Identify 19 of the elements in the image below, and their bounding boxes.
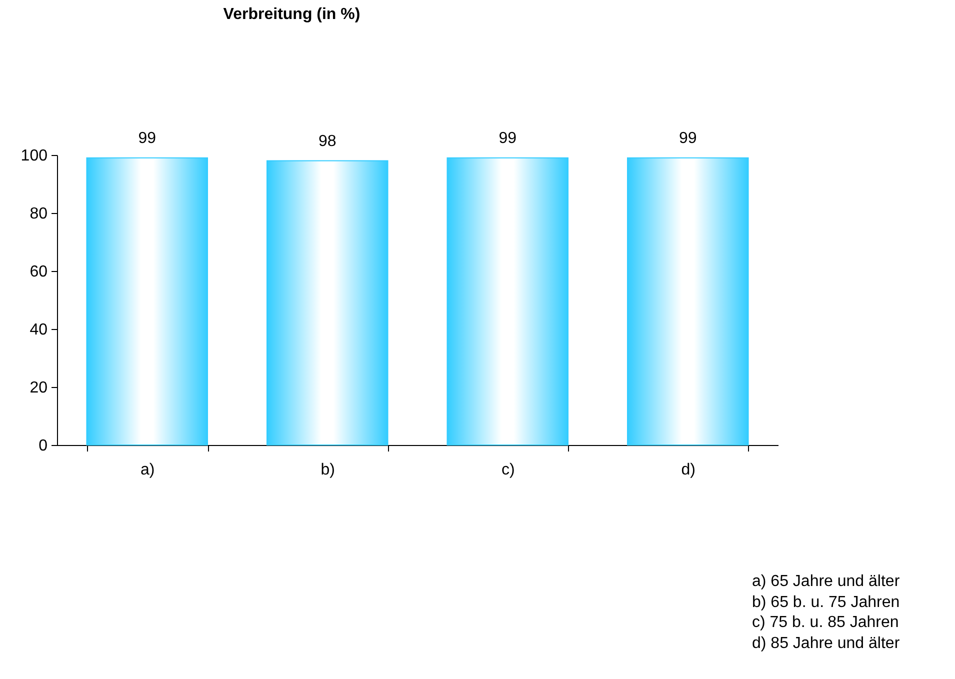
x-tick-label: b) — [320, 462, 335, 478]
y-tick-label: 40 — [30, 322, 48, 338]
data-label: 99 — [498, 130, 517, 147]
x-tick-label: a) — [140, 462, 155, 478]
text: d) 85 Jahre und älter — [752, 634, 900, 654]
y-tick-label: 60 — [30, 264, 48, 280]
y-tick-label: 80 — [30, 206, 48, 222]
y-tick-label: 100 — [20, 148, 48, 164]
chart-title: Verbreitung (in %) — [223, 6, 360, 23]
text: a) 65 Jahre und älter — [752, 572, 900, 592]
text: b) 65 b. u. 75 Jahren — [752, 592, 900, 612]
data-label: 99 — [138, 130, 156, 147]
y-tick-label: 20 — [30, 380, 48, 396]
y-tick-label: 0 — [38, 438, 48, 454]
x-tick-label: c) — [501, 462, 515, 478]
text: c) 75 b. u. 85 Jahren — [752, 613, 900, 633]
data-label: 99 — [678, 130, 697, 147]
data-label: 98 — [318, 132, 336, 150]
x-tick-label: d) — [681, 462, 696, 478]
